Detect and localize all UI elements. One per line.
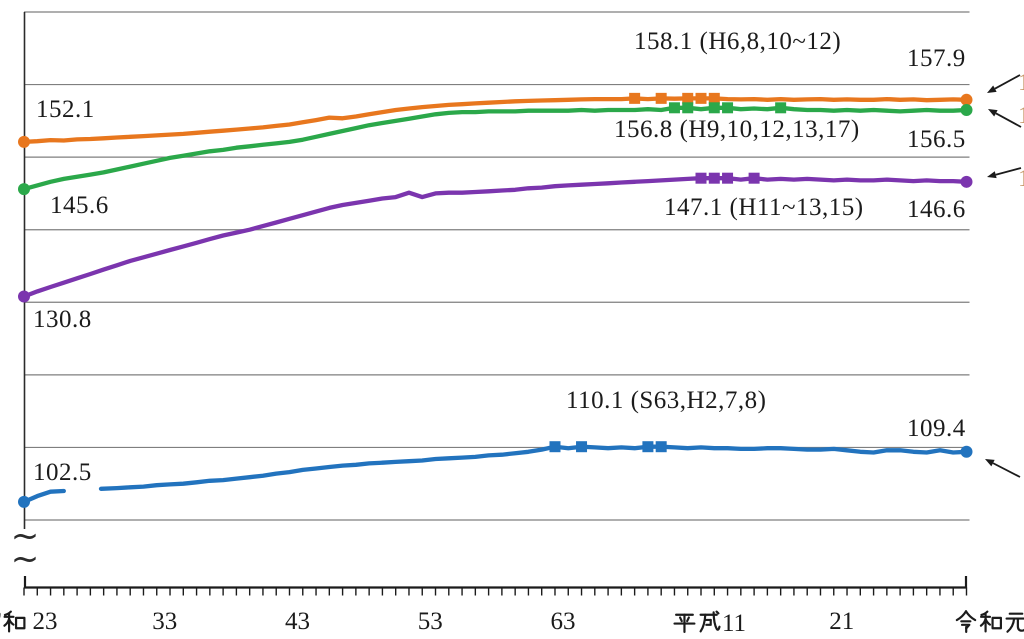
line-purple-peak-marker: [748, 172, 760, 184]
line-orange-peak-marker: [682, 92, 694, 104]
line-orange-peak-marker: [708, 92, 720, 104]
pointer-arrow-head: [987, 85, 997, 93]
peak-annotation-green: 156.8 (H9,10,12,13,17): [614, 116, 860, 143]
pointer-arrow: [995, 112, 1022, 128]
pointer-arrow: [994, 74, 1021, 90]
line-orange-peak-marker: [655, 92, 667, 104]
kanji-glyph: [673, 613, 696, 634]
end-value-label-blue: 109.4: [907, 415, 966, 442]
line-blue-peak-marker: [549, 441, 561, 453]
x-axis-label: 23: [32, 608, 58, 635]
pointer-arrow-head: [987, 171, 997, 179]
line-green-peak-marker: [775, 102, 787, 114]
line-purple-start-dot: [18, 290, 30, 303]
kanji-glyph: [955, 610, 976, 634]
clipped-right-label-fragment: 1: [1018, 71, 1024, 95]
line-blue-end-dot: [960, 445, 973, 458]
line-blue-peak-marker: [655, 441, 667, 453]
pointer-arrow: [992, 462, 1021, 478]
start-value-label-purple: 130.8: [33, 306, 92, 333]
line-orange-end-dot: [960, 93, 973, 106]
line-blue-start-dot: [18, 495, 30, 508]
peak-annotation-purple: 147.1 (H11~13,15): [664, 194, 864, 221]
end-value-label-green: 156.5: [907, 126, 966, 153]
kanji-glyph: [699, 610, 721, 633]
x-axis-label: [953, 609, 1024, 636]
peak-annotation-orange: 158.1 (H6,8,10~12): [634, 28, 842, 55]
line-blue-peak-marker: [576, 441, 588, 453]
pointer-arrow-head: [988, 109, 998, 117]
line-green-peak-marker: [722, 102, 734, 114]
line-blue-peak-marker: [642, 441, 654, 453]
end-value-label-purple: 146.6: [907, 196, 966, 223]
line-orange-peak-marker: [695, 92, 707, 104]
kanji-glyph: [979, 610, 1002, 633]
line-green-end-dot: [960, 103, 973, 116]
end-value-label-orange: 157.9: [907, 45, 966, 72]
start-value-label-orange: 152.1: [36, 96, 95, 123]
line-purple-peak-marker: [708, 172, 720, 184]
clipped-right-label-fragment: 1: [1018, 104, 1024, 128]
x-axis-era-label-showa: [0, 609, 27, 636]
pointer-arrow-head: [985, 459, 995, 467]
line-purple-end-dot: [960, 175, 973, 188]
x-axis-label: 11: [672, 609, 746, 636]
line-purple-peak-marker: [722, 172, 734, 184]
start-value-label-green: 145.6: [50, 192, 109, 219]
line-blue: [21, 488, 66, 505]
x-axis-label: 33: [152, 608, 178, 635]
kanji-glyph: [1005, 612, 1024, 633]
peak-annotation-blue: 110.1 (S63,H2,7,8): [566, 387, 767, 414]
line-orange-start-dot: [18, 135, 30, 148]
line-green-peak-marker: [668, 102, 680, 114]
kanji-glyph: [3, 610, 26, 633]
x-axis-label: 43: [284, 608, 310, 635]
start-value-label-blue: 102.5: [33, 459, 92, 486]
line-orange: [21, 96, 969, 145]
x-axis-label: 53: [417, 608, 443, 635]
line-green-peak-marker: [708, 102, 720, 114]
line-orange-peak-marker: [629, 92, 641, 104]
line-blue: [98, 444, 969, 491]
axis-break-mark: ~: [10, 539, 40, 579]
x-axis-label: 63: [550, 608, 576, 635]
clipped-right-label-fragment: 1: [1018, 167, 1024, 191]
x-axis-label: 21: [829, 608, 855, 635]
axis-break-mark: ~: [10, 516, 40, 556]
line-purple-peak-marker: [695, 172, 707, 184]
line-purple: [21, 176, 969, 299]
line-green-start-dot: [18, 183, 30, 196]
pointer-arrow: [995, 167, 1022, 176]
line-green-peak-marker: [682, 102, 694, 114]
line-green: [21, 105, 969, 192]
